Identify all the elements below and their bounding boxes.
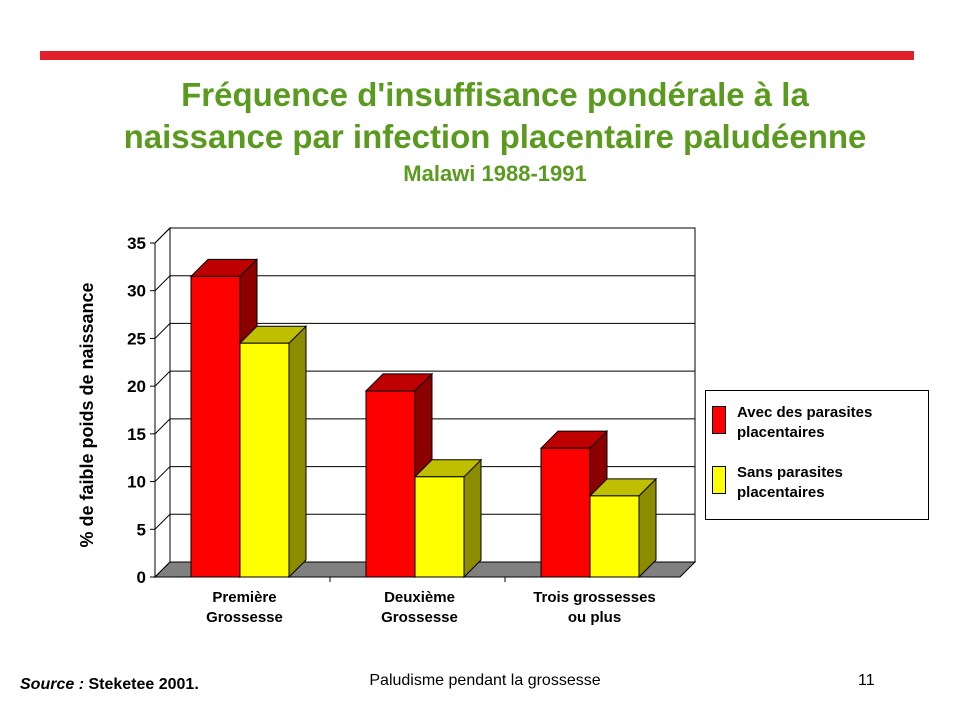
gridline	[154, 275, 695, 292]
gridline	[154, 227, 695, 244]
y-tick-label: 5	[137, 520, 146, 539]
bar	[190, 275, 241, 578]
page-number: 11	[858, 672, 875, 689]
gridline	[154, 513, 695, 530]
x-tick-label: Grossesse	[381, 609, 458, 626]
y-axis-label: % de faible poids de naissance	[77, 282, 97, 547]
source-text: Steketee 2001.	[88, 676, 199, 693]
bar-side	[288, 324, 307, 579]
title-line-1: Fréquence d'insuffisance pondérale à la	[181, 76, 809, 113]
chart-left-wall	[154, 226, 171, 579]
y-tick-label: 25	[127, 329, 146, 348]
gridline	[154, 370, 695, 387]
footer-title: Paludisme pendant la grossesse	[369, 672, 601, 689]
top-red-rule	[40, 51, 914, 60]
legend-swatch-without-parasites	[712, 466, 726, 494]
title-line-2: naissance par infection placentaire palu…	[123, 118, 867, 155]
x-tick-label: Deuxième	[384, 589, 455, 606]
y-tick-label: 35	[127, 234, 146, 253]
y-tick-label: 30	[127, 282, 146, 301]
y-tick-label: 20	[127, 377, 146, 396]
y-tick-label: 10	[127, 473, 146, 492]
x-tick-label: Première	[212, 589, 276, 606]
x-tick-label: Grossesse	[206, 609, 283, 626]
legend-label-without-parasites: Sans parasites placentaires	[737, 464, 843, 501]
x-tick-label: Trois grossesses	[533, 589, 656, 606]
bar	[589, 495, 640, 578]
gridline	[154, 418, 695, 435]
source-label: Source :	[20, 676, 85, 693]
y-tick-label: 15	[127, 425, 146, 444]
bar	[239, 342, 290, 578]
bar	[414, 476, 465, 578]
chart-legend: Avec des parasites placentaires Sans par…	[705, 390, 929, 520]
legend-item-without-parasites: Sans parasites placentaires	[712, 463, 917, 503]
legend-item-with-parasites: Avec des parasites placentaires	[712, 403, 917, 443]
bar	[365, 390, 416, 578]
source-citation: Source : Steketee 2001.	[20, 676, 199, 694]
slide-subtitle: Malawi 1988-1991	[403, 161, 587, 186]
legend-swatch-with-parasites	[712, 406, 726, 434]
slide-title: Fréquence d'insuffisance pondérale à la …	[0, 74, 960, 158]
bar-side	[463, 458, 482, 579]
gridline	[154, 466, 695, 482]
x-tick-label: ou plus	[568, 609, 621, 626]
y-tick-label: 0	[137, 568, 146, 587]
gridline	[154, 322, 695, 339]
legend-label-with-parasites: Avec des parasites placentaires	[737, 404, 873, 441]
bar	[540, 447, 591, 578]
